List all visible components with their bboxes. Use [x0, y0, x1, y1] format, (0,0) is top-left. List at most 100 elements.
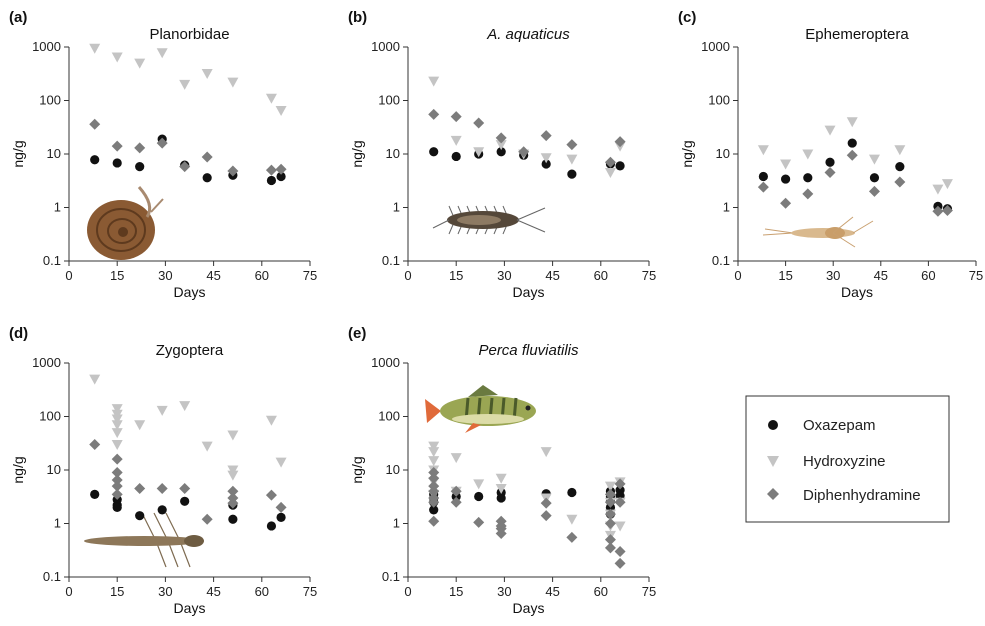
point-diphenhydramine: [111, 474, 123, 486]
x-tick-label: 15: [449, 584, 463, 599]
point-diphenhydramine: [614, 478, 626, 490]
point-oxazepam: [429, 505, 439, 515]
x-tick-label: 45: [206, 584, 220, 599]
x-tick-label: 30: [497, 268, 511, 283]
x-tick-label: 0: [65, 584, 72, 599]
snail-illustration: [87, 186, 164, 260]
x-tick-label: 0: [734, 268, 741, 283]
point-hydroxyzine: [227, 465, 239, 476]
point-hydroxyzine: [540, 153, 552, 164]
point-hydroxyzine: [227, 77, 239, 88]
point-diphenhydramine: [134, 483, 146, 495]
point-oxazepam: [496, 493, 506, 503]
y-tick-label: 0.1: [382, 569, 400, 584]
point-diphenhydramine: [156, 137, 168, 149]
x-tick-label: 75: [642, 268, 656, 283]
panel-ephemeroptera: 0.1 1 10 100 1000 0 15 30 45 60 75 Days ng/g (c) Ephem…: [678, 9, 983, 300]
point-diphenhydramine: [275, 163, 287, 175]
point-diphenhydramine: [179, 161, 191, 173]
point-hydroxyzine: [201, 68, 213, 79]
point-hydroxyzine: [941, 179, 953, 190]
point-oxazepam: [276, 512, 286, 523]
point-diphenhydramine: [156, 483, 168, 495]
point-diphenhydramine: [111, 140, 123, 152]
point-hydroxyzine: [111, 439, 123, 450]
panel-letter: (b): [348, 9, 367, 26]
point-diphenhydramine: [566, 139, 578, 151]
point-diphenhydramine: [604, 156, 616, 168]
panel-title: A. aquaticus: [486, 26, 570, 43]
point-hydroxyzine: [428, 447, 440, 458]
point-hydroxyzine: [428, 456, 440, 467]
point-oxazepam: [615, 161, 625, 171]
y-tick-label: 1: [54, 516, 61, 531]
x-tick-label: 15: [449, 268, 463, 283]
point-oxazepam: [266, 521, 277, 531]
point-oxazepam: [228, 514, 238, 524]
series-diphenhydramine: [428, 108, 626, 168]
y-tick-label: 10: [386, 146, 400, 161]
point-oxazepam: [112, 158, 122, 168]
point-diphenhydramine: [428, 515, 440, 527]
point-oxazepam: [781, 174, 791, 184]
point-hydroxyzine: [757, 145, 769, 156]
x-tick-label: 75: [969, 268, 983, 283]
point-oxazepam: [266, 175, 277, 186]
y-tick-label: 1000: [701, 39, 730, 54]
point-diphenhydramine: [428, 108, 440, 120]
point-oxazepam: [276, 171, 286, 182]
point-hydroxyzine: [111, 52, 123, 63]
x-tick-label: 30: [158, 268, 172, 283]
point-hydroxyzine: [111, 404, 123, 415]
x-tick-label: 30: [826, 268, 840, 283]
point-diphenhydramine: [89, 118, 101, 130]
point-hydroxyzine: [428, 441, 440, 452]
point-hydroxyzine: [227, 430, 239, 441]
isopod-illustration: [432, 205, 546, 235]
point-diphenhydramine: [111, 488, 123, 500]
point-diphenhydramine: [495, 132, 507, 144]
point-hydroxyzine: [450, 135, 462, 146]
y-tick-label: 1000: [371, 355, 400, 370]
point-oxazepam: [847, 138, 857, 148]
point-hydroxyzine: [111, 428, 123, 439]
x-tick-label: 60: [594, 584, 608, 599]
point-hydroxyzine: [201, 441, 213, 452]
point-hydroxyzine: [495, 140, 507, 151]
point-diphenhydramine: [824, 167, 836, 179]
point-diphenhydramine: [275, 501, 287, 513]
point-hydroxyzine: [156, 405, 168, 416]
panel-a-aquaticus: 0.1 1 10 100 1000 0 15 30 45 60 75 Days ng/g (b) A. aq…: [348, 9, 656, 300]
point-hydroxyzine: [846, 117, 858, 128]
point-diphenhydramine: [540, 497, 552, 509]
y-axis-label: ng/g: [10, 456, 26, 483]
point-diphenhydramine: [540, 510, 552, 522]
y-axis-label: ng/g: [349, 456, 365, 483]
point-hydroxyzine: [780, 159, 792, 170]
x-tick-label: 0: [404, 584, 411, 599]
point-hydroxyzine: [802, 149, 814, 160]
point-hydroxyzine: [265, 415, 277, 426]
legend-box: [745, 395, 950, 523]
point-oxazepam: [541, 159, 551, 169]
legend-marker-diphenhydramine: [767, 488, 779, 500]
y-axis-label: ng/g: [349, 140, 365, 167]
series-diphenhydramine: [89, 118, 287, 177]
point-oxazepam: [90, 155, 100, 165]
legend: Oxazepam Hydroxyzine Diphenhydramine: [745, 395, 950, 523]
point-diphenhydramine: [265, 489, 277, 501]
series-diphenhydramine: [428, 466, 626, 569]
y-tick-label: 100: [708, 93, 730, 108]
point-diphenhydramine: [450, 111, 462, 123]
y-axis-label: ng/g: [10, 140, 26, 167]
x-axis-label: Days: [513, 600, 545, 616]
x-tick-label: 75: [303, 268, 317, 283]
point-diphenhydramine: [201, 151, 213, 163]
point-diphenhydramine: [227, 485, 239, 497]
point-diphenhydramine: [614, 545, 626, 557]
point-hydroxyzine: [179, 401, 191, 412]
point-hydroxyzine: [824, 125, 836, 136]
point-hydroxyzine: [275, 106, 287, 117]
point-diphenhydramine: [604, 508, 616, 520]
